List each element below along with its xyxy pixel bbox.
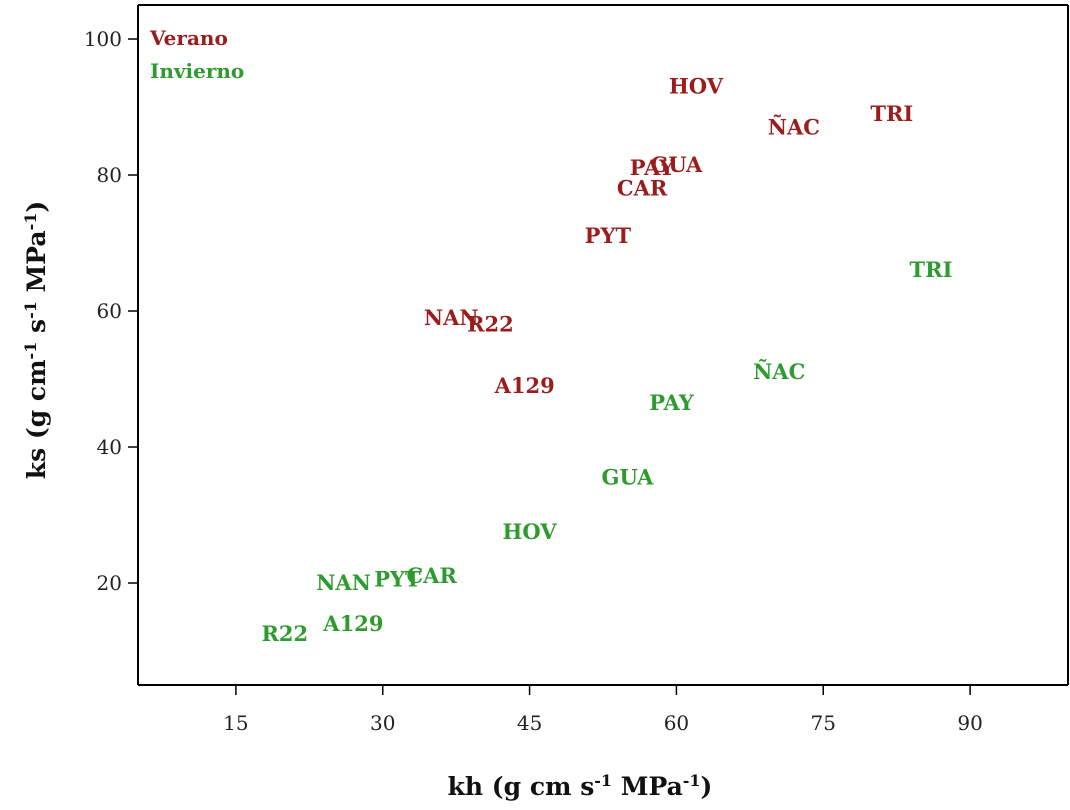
x-tick-label: 90 [957, 711, 982, 735]
data-points: HOVÑACTRIPAYGUACARPYTNANR22A129TRIÑACPAY… [261, 74, 952, 646]
data-point-label: PYT [374, 567, 421, 592]
data-point-label: PYT [585, 223, 632, 248]
y-tick-label: 100 [84, 27, 122, 51]
data-point-label: GUA [650, 152, 703, 177]
data-point-label: A129 [322, 611, 383, 636]
data-point-label: R22 [261, 621, 308, 646]
data-point-label: R22 [467, 312, 514, 337]
plot-frame [138, 5, 1068, 685]
x-axis: 15 30 45 60 75 90 [223, 685, 983, 735]
y-tick-label: 40 [97, 435, 122, 459]
data-point-label: TRI [870, 101, 913, 126]
data-point-label: NAN [316, 570, 371, 595]
data-point-label: A129 [494, 373, 555, 398]
x-tick-label: 45 [517, 711, 542, 735]
x-tick-label: 15 [223, 711, 248, 735]
y-tick-label: 60 [97, 299, 122, 323]
legend: Verano Invierno [149, 26, 244, 83]
y-tick-label: 80 [97, 163, 122, 187]
data-point-label: TRI [909, 257, 952, 282]
y-tick-label: 20 [97, 571, 122, 595]
data-point-label: HOV [669, 74, 724, 99]
data-point-label: HOV [503, 519, 558, 544]
x-tick-label: 60 [664, 711, 689, 735]
data-point-label: ÑAC [753, 359, 805, 384]
y-axis-title: ks (g cm-1 s-1 MPa-1) [21, 201, 52, 479]
legend-entry-verano: Verano [149, 26, 228, 50]
y-axis: 20 40 60 80 100 [84, 27, 138, 595]
x-tick-label: 75 [811, 711, 836, 735]
x-axis-title: kh (g cm s-1 MPa-1) [448, 771, 713, 802]
data-point-label: CAR [617, 176, 668, 201]
legend-entry-invierno: Invierno [150, 59, 244, 83]
x-tick-label: 30 [370, 711, 395, 735]
data-point-label: ÑAC [768, 114, 820, 139]
data-point-label: GUA [602, 465, 655, 490]
data-point-label: PAY [649, 390, 695, 415]
